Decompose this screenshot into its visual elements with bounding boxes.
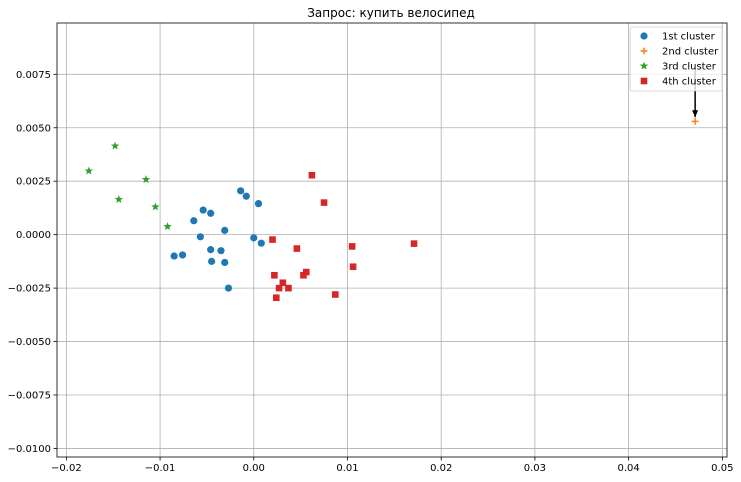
series-3-point	[141, 175, 151, 184]
x-tick-label: 0.04	[617, 463, 639, 474]
y-tick-label: 0.0025	[16, 177, 51, 188]
series-4-point	[271, 271, 278, 279]
series-4-point	[293, 245, 301, 252]
x-axis-ticks: −0.02 −0.01 0.00 0.01 0.02 0.03 0.04 0.05	[51, 457, 733, 474]
x-tick-label: 0.03	[524, 463, 546, 474]
series-1-point	[178, 251, 187, 259]
series-1-point	[221, 258, 229, 267]
legend-marker	[639, 61, 649, 70]
series-4-point	[308, 171, 316, 179]
legend-box	[629, 26, 723, 92]
series-1-point	[254, 200, 263, 208]
series-4-point	[269, 236, 276, 243]
series-4-point	[272, 294, 280, 302]
series-4-point	[300, 271, 307, 279]
series-2-point	[691, 117, 699, 125]
plot-frame	[56, 22, 728, 458]
series-1-point	[170, 252, 178, 260]
legend-label: 4th cluster	[662, 77, 717, 88]
series-1-point	[221, 226, 229, 234]
series-4-point	[285, 284, 292, 292]
x-tick-label: −0.02	[51, 463, 82, 474]
series-1-point	[250, 234, 258, 242]
series-4-point	[275, 284, 283, 292]
y-tick-label: 0.0000	[16, 230, 51, 241]
y-axis-ticks: −0.0100 −0.0075 −0.0050 −0.0025 0.0000 0.0025…	[8, 70, 57, 455]
series-1-point	[242, 192, 250, 200]
legend-marker	[640, 47, 648, 55]
series-1-point	[207, 246, 215, 254]
series-1-point	[190, 217, 198, 225]
series-1-point	[237, 187, 245, 195]
series-1-point	[207, 209, 215, 217]
annotation-arrowhead	[692, 110, 699, 118]
series-3-point	[163, 222, 172, 231]
x-tick-label: −0.01	[145, 463, 176, 474]
grid-lines	[57, 23, 727, 457]
legend-marker	[640, 32, 648, 40]
series-1-point	[208, 257, 216, 265]
data-points	[84, 117, 699, 302]
y-tick-label: −0.0050	[8, 337, 51, 348]
chart-title: Запрос: купить велосипед	[307, 6, 475, 20]
series-3-point	[151, 202, 160, 211]
y-tick-label: −0.0025	[8, 284, 51, 295]
y-tick-label: −0.0100	[8, 444, 51, 455]
y-tick-label: 0.0075	[16, 70, 51, 81]
legend-label: 1st cluster	[662, 32, 716, 43]
x-tick-label: 0.00	[243, 463, 265, 474]
series-1-point	[224, 284, 233, 292]
series-4-point	[348, 243, 356, 250]
series-1-point	[199, 206, 207, 214]
legend: 1st cluster 2nd cluster 3rd cluster 4th clu…	[629, 26, 723, 92]
series-3-point	[110, 141, 120, 150]
legend-label: 2nd cluster	[662, 47, 719, 58]
series-4-point	[279, 279, 287, 287]
series-3-point	[114, 194, 124, 203]
x-tick-label: 0.01	[336, 463, 358, 474]
series-1-point	[217, 247, 225, 255]
y-tick-label: 0.0050	[16, 123, 51, 134]
series-1-point	[196, 233, 204, 241]
series-1-point	[257, 239, 265, 247]
series-4-point	[332, 291, 339, 298]
series-4-point	[349, 263, 357, 271]
legend-marker	[640, 77, 648, 85]
x-tick-label: 0.05	[711, 463, 733, 474]
x-tick-label: 0.02	[430, 463, 452, 474]
series-3-point	[84, 166, 94, 175]
series-4-point	[320, 199, 328, 206]
series-4-point	[410, 240, 418, 247]
legend-label: 3rd cluster	[662, 62, 717, 73]
y-tick-label: −0.0075	[8, 391, 51, 402]
